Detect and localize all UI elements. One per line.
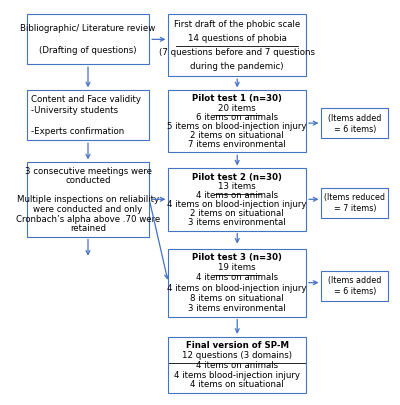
- Text: (7 questions before and 7 questions: (7 questions before and 7 questions: [159, 48, 315, 57]
- Text: Final version of SP-M: Final version of SP-M: [186, 341, 289, 350]
- Text: 5 items on blood-injection injury: 5 items on blood-injection injury: [168, 122, 307, 131]
- Text: Pilot test 1 (n=30): Pilot test 1 (n=30): [192, 94, 282, 103]
- Text: 3 items environmental: 3 items environmental: [188, 304, 286, 313]
- Text: = 6 items): = 6 items): [334, 125, 376, 134]
- Text: Cronbach’s alpha above .70 were: Cronbach’s alpha above .70 were: [16, 215, 160, 224]
- Text: 13 items: 13 items: [218, 182, 256, 191]
- Text: = 6 items): = 6 items): [334, 287, 376, 296]
- Text: 7 items environmental: 7 items environmental: [188, 140, 286, 149]
- Text: 4 items on animals: 4 items on animals: [196, 361, 278, 370]
- Text: 20 items: 20 items: [218, 104, 256, 113]
- Text: during the pandemic): during the pandemic): [190, 62, 284, 70]
- Text: = 7 items): = 7 items): [334, 204, 376, 213]
- FancyBboxPatch shape: [168, 249, 306, 317]
- Text: 2 items on situational: 2 items on situational: [190, 209, 284, 218]
- FancyBboxPatch shape: [321, 108, 388, 139]
- FancyBboxPatch shape: [168, 168, 306, 230]
- Text: 8 items on situational: 8 items on situational: [190, 294, 284, 303]
- Text: 14 questions of phobia: 14 questions of phobia: [188, 34, 287, 43]
- Text: were conducted and only: were conducted and only: [33, 205, 143, 214]
- Text: Pilot test 2 (n=30): Pilot test 2 (n=30): [192, 173, 282, 181]
- Text: Pilot test 3 (n=30): Pilot test 3 (n=30): [192, 253, 282, 262]
- Text: (Items added: (Items added: [328, 276, 382, 285]
- Text: 4 items on blood-injection injury: 4 items on blood-injection injury: [168, 200, 307, 209]
- Text: 4 items on situational: 4 items on situational: [190, 380, 284, 389]
- Text: Content and Face validity: Content and Face validity: [31, 95, 141, 104]
- Text: (Items added: (Items added: [328, 113, 382, 123]
- Text: 4 items blood-injection injury: 4 items blood-injection injury: [174, 371, 300, 379]
- Text: First draft of the phobic scale: First draft of the phobic scale: [174, 21, 300, 30]
- FancyBboxPatch shape: [168, 90, 306, 152]
- FancyBboxPatch shape: [27, 162, 149, 237]
- Text: 2 items on situational: 2 items on situational: [190, 131, 284, 140]
- Text: -University students: -University students: [31, 106, 118, 115]
- Text: 12 questions (3 domains): 12 questions (3 domains): [182, 351, 292, 360]
- Text: Multiple inspections on reliability: Multiple inspections on reliability: [17, 195, 159, 205]
- FancyBboxPatch shape: [27, 14, 149, 64]
- Text: 4 items on animals: 4 items on animals: [196, 273, 278, 283]
- Text: 3 items environmental: 3 items environmental: [188, 218, 286, 227]
- Text: Bibliographic/ Literature review: Bibliographic/ Literature review: [20, 24, 156, 33]
- FancyBboxPatch shape: [321, 271, 388, 301]
- FancyBboxPatch shape: [27, 90, 149, 141]
- Text: -Experts confirmation: -Experts confirmation: [31, 127, 125, 136]
- Text: 6 items on animals: 6 items on animals: [196, 113, 278, 121]
- Text: (Drafting of questions): (Drafting of questions): [39, 46, 137, 55]
- FancyBboxPatch shape: [321, 188, 388, 218]
- Text: retained: retained: [70, 224, 106, 233]
- FancyBboxPatch shape: [168, 14, 306, 76]
- Text: 3 consecutive meetings were: 3 consecutive meetings were: [24, 167, 152, 176]
- Text: 4 items on blood-injection injury: 4 items on blood-injection injury: [168, 284, 307, 293]
- Text: conducted: conducted: [65, 176, 111, 185]
- Text: (Items reduced: (Items reduced: [324, 193, 385, 202]
- Text: 19 items: 19 items: [218, 263, 256, 272]
- Text: 4 items on animals: 4 items on animals: [196, 191, 278, 200]
- FancyBboxPatch shape: [168, 337, 306, 393]
